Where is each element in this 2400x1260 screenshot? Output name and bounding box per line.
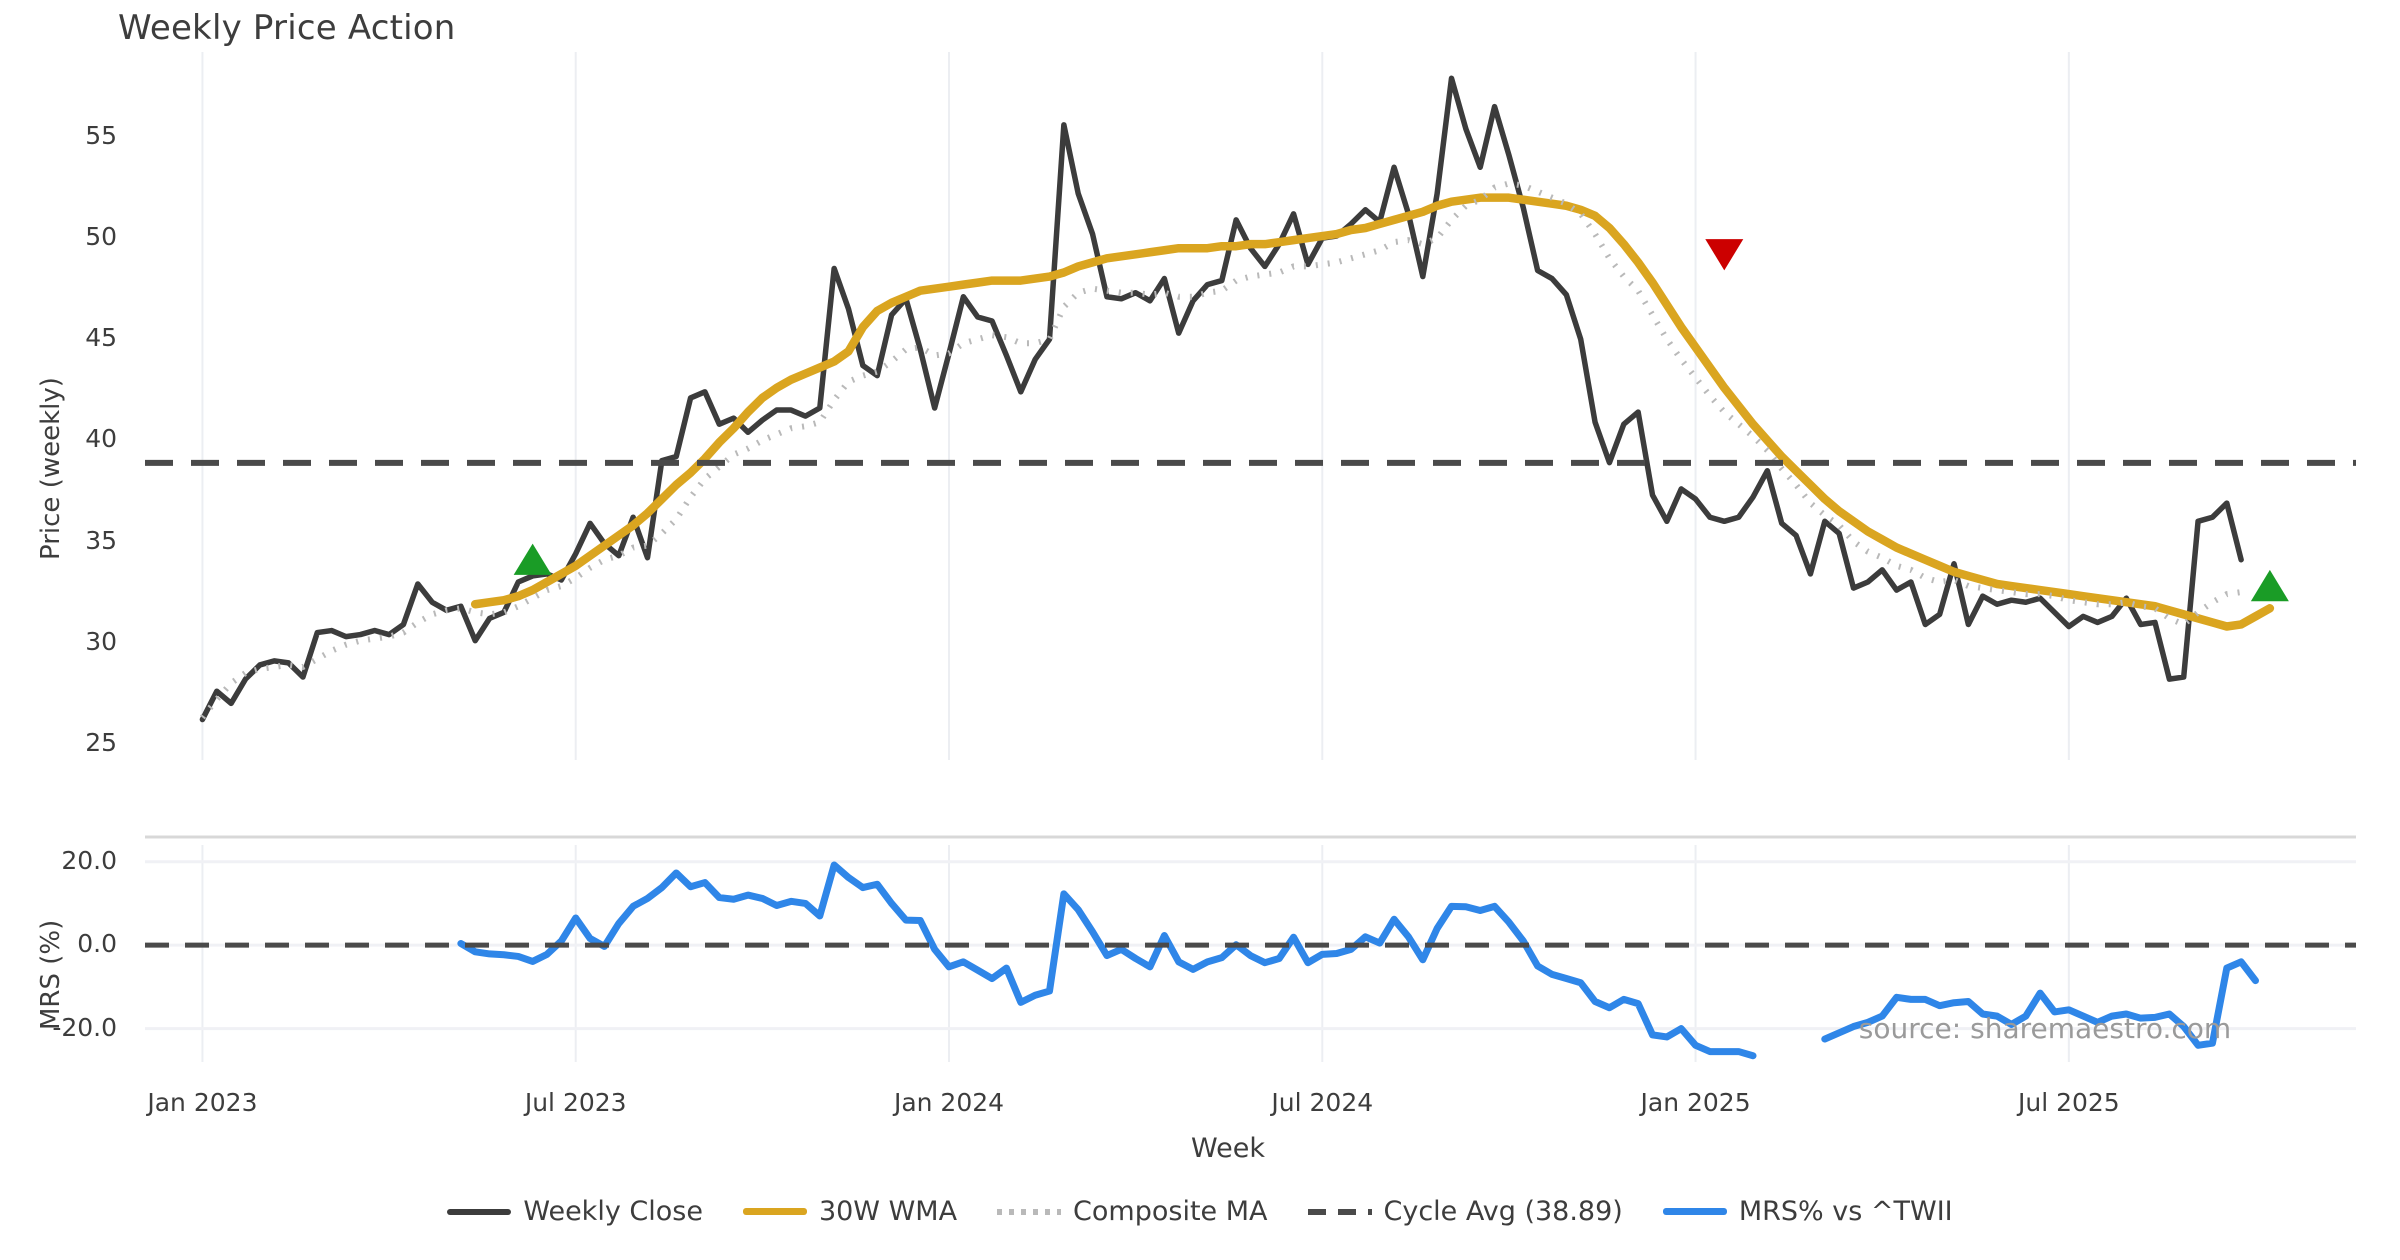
price-y-tick-label: 50 <box>85 222 117 252</box>
series-line-30w-wma <box>470 193 2275 631</box>
price-gridlines <box>201 52 2070 1062</box>
x-tick-label: Jan 2025 <box>1640 1088 1751 1117</box>
chart-title: Weekly Price Action <box>118 8 456 48</box>
legend-item[interactable]: Composite MA <box>997 1196 1268 1227</box>
chart-legend: Weekly Close 30W WMA Composite MA Cycle Avg… <box>0 1196 2400 1227</box>
legend-item[interactable]: MRS% vs ^TWII <box>1662 1196 1953 1227</box>
x-tick-label: Jan 2023 <box>147 1088 258 1117</box>
price-y-tick-label: 30 <box>85 626 117 656</box>
series-line-composite-ma <box>200 180 2242 720</box>
legend-swatch-icon <box>997 1208 1062 1215</box>
mrs-y-tick-label: 20.0 <box>61 845 117 875</box>
legend-item[interactable]: Weekly Close <box>447 1196 703 1227</box>
signal-marker-group <box>513 239 2289 602</box>
legend-swatch-icon <box>1307 1208 1372 1215</box>
series-line-mrs-vs-twii <box>1821 958 2259 1049</box>
buy-signal-marker <box>2250 569 2289 602</box>
x-tick-label: Jul 2025 <box>2017 1088 2120 1117</box>
legend-swatch-icon <box>1662 1208 1727 1215</box>
legend-label: 30W WMA <box>818 1196 958 1227</box>
legend-label: Weekly Close <box>523 1196 703 1227</box>
price-y-tick-label: 25 <box>85 727 117 757</box>
mrs-y-tick-label: 0.0 <box>77 929 117 959</box>
price-y-tick-label: 45 <box>85 323 117 353</box>
price-y-tick-label: 40 <box>85 424 117 454</box>
mrs-gridlines <box>145 835 2356 1031</box>
price-series-group <box>145 75 2356 723</box>
buy-signal-marker <box>513 543 552 575</box>
legend-swatch-icon <box>742 1208 807 1215</box>
mrs-y-tick-label: -20.0 <box>52 1012 117 1042</box>
price-y-tick-label: 55 <box>85 120 117 150</box>
sell-signal-marker <box>1705 239 1744 271</box>
legend-label: Cycle Avg (38.89) <box>1383 1196 1623 1227</box>
legend-swatch-icon <box>447 1208 512 1215</box>
x-tick-label: Jul 2023 <box>524 1088 627 1117</box>
x-tick-label: Jan 2024 <box>893 1088 1005 1117</box>
x-tick-label: Jul 2024 <box>1271 1088 1374 1117</box>
series-line-weekly-close <box>199 75 2244 723</box>
mrs-series-group <box>145 861 2356 1060</box>
x-axis-label: Week <box>1191 1133 1265 1164</box>
legend-item[interactable]: 30W WMA <box>742 1196 958 1227</box>
series-line-mrs-vs-twii <box>457 861 1757 1060</box>
legend-item[interactable]: Cycle Avg (38.89) <box>1307 1196 1623 1227</box>
legend-label: Composite MA <box>1073 1196 1268 1227</box>
legend-label: MRS% vs ^TWII <box>1738 1196 1953 1227</box>
price-y-tick-label: 35 <box>85 525 117 555</box>
source-watermark: source: sharemaestro.com <box>1858 1012 2232 1045</box>
